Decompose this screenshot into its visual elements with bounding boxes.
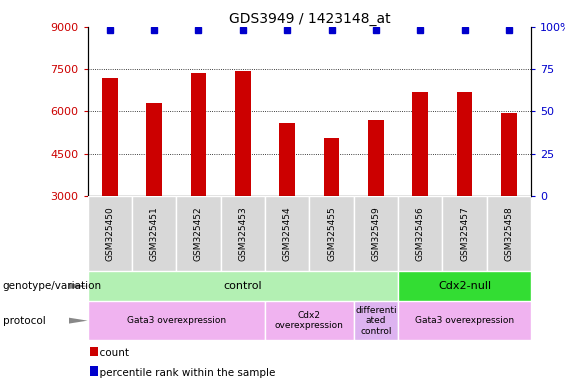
Bar [102,78,118,196]
Bar [457,92,472,196]
Bar [88,271,398,301]
Text: GSM325452: GSM325452 [194,206,203,261]
Bar [368,120,384,196]
Text: protocol: protocol [3,316,46,326]
Bar [146,103,162,196]
Bar [88,196,132,271]
Bar [220,196,265,271]
Bar [442,196,487,271]
Text: count: count [93,348,129,358]
Text: GSM325454: GSM325454 [282,206,292,261]
Bar [354,196,398,271]
Bar [487,196,531,271]
Text: GSM325450: GSM325450 [105,206,114,261]
Bar [398,196,442,271]
Text: GSM325455: GSM325455 [327,206,336,261]
Text: Gata3 overexpression: Gata3 overexpression [415,316,514,325]
Bar [398,271,531,301]
Title: GDS3949 / 1423148_at: GDS3949 / 1423148_at [228,12,390,26]
Text: GSM325456: GSM325456 [416,206,425,261]
Text: GSM325459: GSM325459 [371,206,380,261]
Text: differenti
ated
control: differenti ated control [355,306,397,336]
Text: Cdx2
overexpression: Cdx2 overexpression [275,311,344,330]
Polygon shape [69,318,88,324]
Bar [310,196,354,271]
Bar [88,301,265,340]
Polygon shape [69,283,88,289]
Bar [176,196,220,271]
Bar [235,71,250,196]
Text: GSM325457: GSM325457 [460,206,469,261]
Bar [354,301,398,340]
Bar [265,301,354,340]
Bar [265,196,310,271]
Bar [324,138,339,196]
Bar [191,73,206,196]
Bar [398,301,531,340]
Text: GSM325458: GSM325458 [505,206,514,261]
Bar [501,113,516,196]
Text: Gata3 overexpression: Gata3 overexpression [127,316,226,325]
Bar [280,122,295,196]
Bar [412,92,428,196]
Text: GSM325451: GSM325451 [150,206,159,261]
Text: control: control [224,281,262,291]
Text: percentile rank within the sample: percentile rank within the sample [93,368,276,378]
Text: Cdx2-null: Cdx2-null [438,281,491,291]
Bar [132,196,176,271]
Text: genotype/variation: genotype/variation [3,281,102,291]
Text: GSM325453: GSM325453 [238,206,247,261]
